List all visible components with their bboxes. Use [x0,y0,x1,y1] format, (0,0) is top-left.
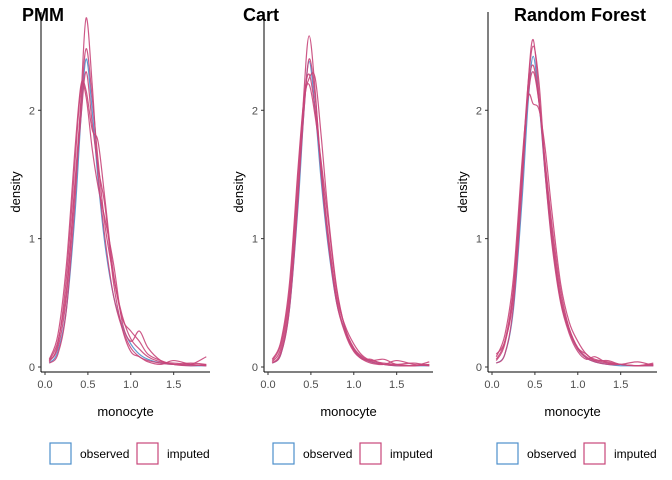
panel-title: PMM [22,5,64,25]
legend: observed imputed [496,442,657,465]
x-tick-label: 0.0 [484,379,499,391]
legend-key-imputed [136,442,159,465]
imputed-density-line-4 [48,79,207,367]
y-axis-label: density [455,171,470,213]
panel-title: Cart [243,5,279,25]
density-panel-1: 0.0 0.5 1.0 1.5 0 1 2 monocyte density PMM observe… [8,5,210,465]
y-tick-label: 2 [252,105,258,117]
imputed-density-line-3 [48,48,207,367]
y-tick-label: 1 [476,234,482,246]
x-tick-label: 0.5 [527,379,542,391]
legend-key-observed [49,442,72,465]
x-tick-label: 1.5 [389,379,404,391]
imputed-density-line-6 [271,58,430,367]
y-axis-label: density [8,171,23,213]
x-axis-label: monocyte [320,404,376,419]
x-tick-label: 0.0 [260,379,275,391]
y-tick-label: 0 [252,362,258,374]
legend-key-imputed [359,442,382,465]
legend-label-observed: observed [303,447,352,461]
density-panel-3: 0.0 0.5 1.0 1.5 0 1 2 monocyte density Random For… [455,5,657,465]
x-tick-label: 0.5 [80,379,95,391]
legend: observed imputed [272,442,433,465]
x-tick-label: 1.5 [613,379,628,391]
legend-label-observed: observed [80,447,129,461]
legend-label-imputed: imputed [614,447,657,461]
x-axis-label: monocyte [544,404,600,419]
legend-key-observed [272,442,295,465]
x-tick-label: 1.0 [570,379,585,391]
legend-label-observed: observed [527,447,576,461]
imputed-density-line-5 [271,73,430,367]
y-tick-label: 0 [476,362,482,374]
x-tick-label: 0.0 [37,379,52,391]
x-axis-label: monocyte [97,404,153,419]
y-axis-label: density [231,171,246,213]
imputed-density-line-5 [48,82,207,366]
y-tick-label: 2 [476,105,482,117]
legend-key-observed [496,442,519,465]
y-tick-label: 1 [252,234,258,246]
x-tick-label: 1.0 [346,379,361,391]
x-tick-label: 1.0 [123,379,138,391]
y-tick-label: 2 [29,105,35,117]
imputed-density-line-6 [48,71,207,367]
x-tick-label: 1.5 [166,379,181,391]
panel-title: Random Forest [514,5,646,25]
imputed-density-line-6 [495,64,654,367]
x-tick-label: 0.5 [303,379,318,391]
legend-label-imputed: imputed [390,447,433,461]
density-panel-2: 0.0 0.5 1.0 1.5 0 1 2 monocyte density Cart observ… [231,5,433,465]
legend-label-imputed: imputed [167,447,210,461]
y-tick-label: 1 [29,234,35,246]
y-tick-label: 0 [29,362,35,374]
legend-key-imputed [583,442,606,465]
imputed-density-line-2 [48,17,207,366]
legend: observed imputed [49,442,210,465]
